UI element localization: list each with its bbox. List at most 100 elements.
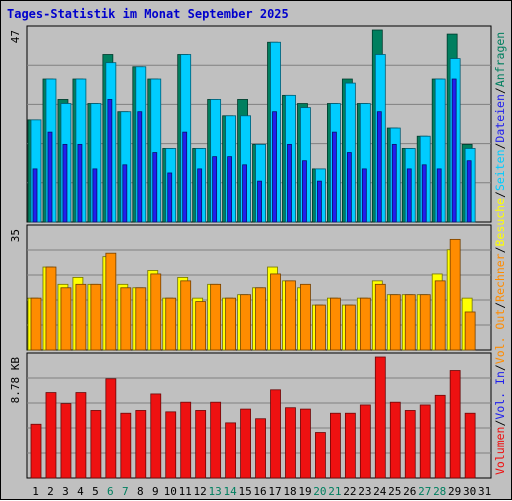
bottom-bar-volumen-day-17 (270, 389, 281, 479)
top-bar-dateien-day-28 (436, 168, 442, 223)
top-bar-dateien-day-24 (376, 111, 382, 223)
bottom-bar-volumen-day-8 (135, 410, 147, 479)
right-label-dateien: Dateien (493, 94, 507, 142)
bottom-bar-volumen-day-16 (255, 418, 266, 479)
bottom-bar-volumen-day-5 (90, 410, 102, 479)
x-tick-label: 11 (179, 485, 192, 498)
top-bar-dateien-day-30 (466, 160, 472, 223)
x-tick-label: 16 (253, 485, 266, 498)
top-bar-dateien-day-13 (212, 156, 218, 223)
middle-bar-rechner-day-7 (120, 287, 132, 351)
top-bar-dateien-day-21 (331, 131, 337, 223)
bottom-bar-volumen-day-7 (120, 412, 132, 479)
top-bar-dateien-day-23 (361, 168, 367, 223)
top-bar-dateien-day-8 (137, 111, 143, 223)
middle-bar-rechner-day-10 (165, 297, 177, 351)
bottom-bar-volumen-day-4 (75, 392, 87, 479)
x-tick-label: 2 (47, 485, 54, 498)
chart-title: Tages-Statistik im Monat September 2025 (7, 7, 289, 21)
bottom-bar-volumen-day-18 (285, 407, 296, 479)
right-axis-label: Volumen/Vol. In/Vol. Out/Rechner/Besuche… (493, 32, 507, 475)
top-bar-dateien-day-19 (302, 160, 307, 223)
middle-bar-rechner-day-17 (270, 273, 281, 351)
x-tick-label: 8 (137, 485, 144, 498)
bottom-bar-volumen-day-21 (329, 412, 341, 479)
middle-bar-rechner-day-30 (464, 311, 476, 351)
middle-bar-rechner-day-27 (419, 294, 431, 351)
top-bar-dateien-day-3 (62, 143, 68, 223)
right-label-volumen: Volumen (493, 427, 507, 475)
bottom-bar-volumen-day-28 (434, 394, 446, 479)
middle-bar-rechner-day-26 (404, 294, 416, 351)
top-bar-dateien-day-26 (406, 168, 412, 223)
x-tick-label: 7 (122, 485, 129, 498)
bottom-bar-volumen-day-9 (150, 393, 162, 479)
top-bar-dateien-day-14 (227, 156, 233, 223)
top-bar-dateien-day-5 (92, 168, 98, 223)
bottom-bar-volumen-day-25 (389, 401, 401, 479)
x-tick-label: 26 (403, 485, 416, 498)
bottom-bar-volumen-day-20 (315, 432, 326, 479)
middle-bar-rechner-day-15 (240, 294, 251, 351)
top-bar-dateien-day-15 (242, 164, 247, 223)
bottom-bar-volumen-day-26 (404, 410, 416, 479)
top-bar-dateien-day-12 (197, 168, 203, 223)
top-bar-dateien-day-11 (182, 131, 188, 223)
bottom-bar-volumen-day-15 (240, 408, 251, 479)
top-y-max-label: 47 (9, 30, 22, 43)
top-bar-dateien-day-20 (317, 180, 322, 223)
middle-bar-rechner-day-24 (374, 283, 386, 351)
right-label-rechner: Rechner (493, 253, 507, 302)
x-tick-label: 28 (433, 485, 446, 498)
x-tick-label: 10 (164, 485, 177, 498)
x-tick-label: 4 (77, 485, 84, 498)
middle-bar-rechner-day-13 (210, 283, 222, 351)
bottom-bar-volumen-day-11 (180, 401, 192, 479)
top-bar-dateien-day-9 (152, 152, 158, 223)
x-tick-label: 21 (328, 485, 341, 498)
middle-bar-rechner-day-20 (315, 304, 326, 351)
bottom-bar-volumen-day-14 (225, 422, 237, 479)
middle-bar-rechner-day-2 (45, 266, 57, 351)
top-bar-dateien-day-10 (167, 172, 173, 223)
middle-bar-rechner-day-12 (195, 301, 207, 351)
top-bar-dateien-day-18 (287, 143, 292, 223)
top-bar-dateien-day-27 (421, 164, 427, 223)
middle-bar-rechner-day-6 (105, 252, 117, 351)
middle-bar-rechner-day-16 (255, 287, 266, 351)
bottom-bar-volumen-day-2 (45, 392, 57, 479)
bottom-bar-volumen-day-19 (300, 408, 311, 479)
top-bar-dateien-day-22 (346, 152, 352, 223)
top-bar-dateien-day-25 (391, 143, 397, 223)
x-tick-label: 14 (223, 485, 237, 498)
middle-bar-rechner-day-29 (449, 238, 461, 351)
bottom-y-max-label: 8.78 KB (9, 357, 22, 404)
middle-bar-rechner-day-3 (60, 287, 72, 351)
middle-bar-rechner-day-25 (389, 294, 401, 351)
right-label-volout: Vol. Out (493, 309, 507, 364)
x-tick-label: 6 (107, 485, 114, 498)
middle-bar-rechner-day-8 (135, 287, 147, 351)
x-tick-label: 18 (283, 485, 296, 498)
bottom-bar-volumen-day-22 (344, 412, 356, 479)
middle-bar-rechner-day-5 (90, 283, 102, 351)
middle-bar-rechner-day-14 (225, 297, 237, 351)
bottom-bar-volumen-day-10 (165, 411, 177, 479)
middle-bar-rechner-day-11 (180, 280, 192, 351)
bottom-bar-volumen-day-27 (419, 404, 431, 479)
top-bar-dateien-day-2 (47, 131, 53, 223)
x-tick-label: 17 (268, 485, 281, 498)
bottom-bar-volumen-day-13 (210, 401, 222, 479)
middle-bar-rechner-day-19 (300, 283, 311, 351)
x-tick-label: 24 (373, 485, 387, 498)
middle-bar-rechner-day-18 (285, 280, 296, 351)
x-tick-label: 15 (238, 485, 251, 498)
x-tick-label: 19 (298, 485, 311, 498)
middle-bar-rechner-day-1 (30, 297, 42, 351)
right-label-seiten: Seiten (493, 150, 507, 192)
x-tick-label: 30 (463, 485, 476, 498)
top-bar-dateien-day-29 (451, 78, 457, 223)
x-tick-label: 27 (418, 485, 431, 498)
